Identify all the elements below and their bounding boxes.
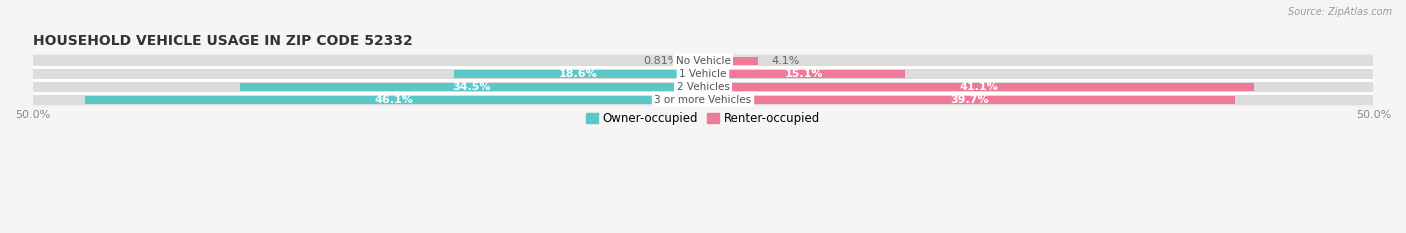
Bar: [454, 70, 703, 78]
Text: 4.1%: 4.1%: [772, 56, 800, 66]
Text: 41.1%: 41.1%: [959, 82, 998, 92]
Bar: [240, 83, 703, 91]
Bar: [703, 83, 1254, 91]
Bar: [32, 94, 1374, 105]
Bar: [32, 68, 1374, 79]
Text: 39.7%: 39.7%: [950, 95, 988, 105]
Text: 1 Vehicle: 1 Vehicle: [679, 69, 727, 79]
Text: 46.1%: 46.1%: [374, 95, 413, 105]
Bar: [32, 81, 1374, 92]
Text: 15.1%: 15.1%: [785, 69, 824, 79]
Bar: [692, 57, 703, 65]
Bar: [703, 70, 905, 78]
Text: No Vehicle: No Vehicle: [675, 56, 731, 66]
Text: 3 or more Vehicles: 3 or more Vehicles: [654, 95, 752, 105]
Legend: Owner-occupied, Renter-occupied: Owner-occupied, Renter-occupied: [581, 107, 825, 130]
Text: 0.81%: 0.81%: [644, 56, 679, 66]
Bar: [703, 96, 1236, 103]
Text: 18.6%: 18.6%: [560, 69, 598, 79]
Bar: [32, 55, 1374, 66]
Text: Source: ZipAtlas.com: Source: ZipAtlas.com: [1288, 7, 1392, 17]
Text: HOUSEHOLD VEHICLE USAGE IN ZIP CODE 52332: HOUSEHOLD VEHICLE USAGE IN ZIP CODE 5233…: [32, 34, 412, 48]
Text: 34.5%: 34.5%: [453, 82, 491, 92]
Bar: [84, 96, 703, 103]
Bar: [703, 57, 758, 65]
Text: 2 Vehicles: 2 Vehicles: [676, 82, 730, 92]
